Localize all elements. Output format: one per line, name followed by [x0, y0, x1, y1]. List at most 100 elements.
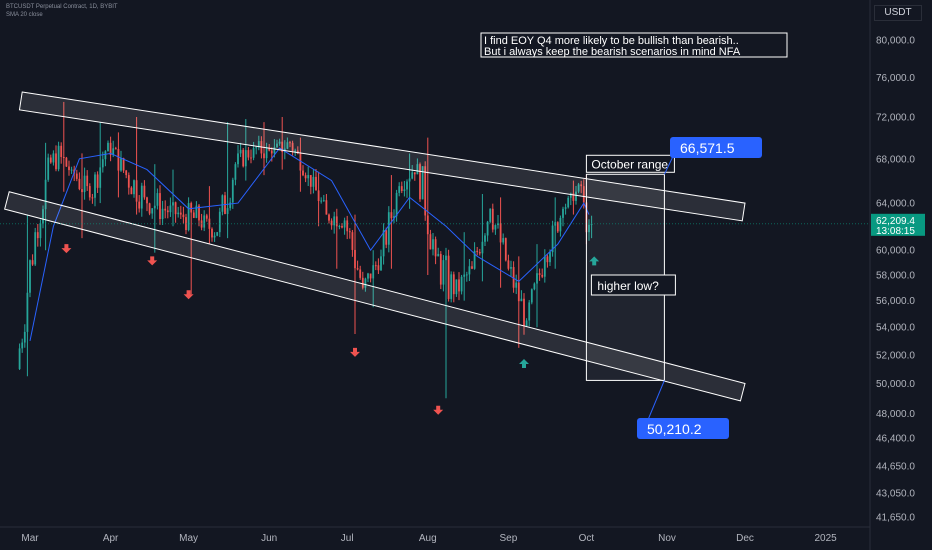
candle-body	[34, 232, 37, 265]
candle-body	[138, 201, 141, 209]
candle-body	[107, 142, 109, 152]
y-tick-label: 58,000.0	[876, 271, 915, 282]
candle-body	[343, 220, 346, 228]
candle-body	[465, 274, 468, 276]
candle-body	[192, 212, 195, 218]
commentary-line-2: But i always keep the bearish scenarios …	[484, 46, 741, 58]
candle-body	[380, 256, 382, 271]
candle-body	[335, 216, 338, 227]
candle-body	[91, 197, 94, 199]
candle-body	[315, 176, 317, 191]
candle-body	[502, 238, 505, 243]
y-tick-label: 68,000.0	[876, 154, 915, 165]
candle-body	[403, 189, 406, 191]
candle-body	[39, 223, 42, 239]
up-arrow-marker	[519, 359, 529, 369]
candle-body	[517, 282, 520, 302]
candle-body	[377, 265, 380, 271]
candle-body	[156, 193, 159, 206]
candle-body	[452, 274, 455, 295]
candle-body	[369, 273, 372, 279]
candle-body	[112, 148, 115, 156]
candle-body	[99, 167, 102, 188]
candle-body	[117, 149, 120, 171]
candle-body	[486, 221, 489, 236]
candle-body	[159, 193, 161, 220]
candle-body	[367, 273, 369, 279]
candle-body	[174, 202, 177, 215]
y-tick-label: 44,650.0	[876, 462, 915, 473]
candle-body	[525, 320, 528, 327]
chart-header[interactable]: BTCUSDT Perpetual Contract, 1D, BYBIT SM…	[6, 3, 118, 19]
candle-body	[549, 252, 551, 263]
lower-channel-band[interactable]	[4, 191, 746, 402]
candle-body	[294, 150, 297, 152]
candle-body	[101, 159, 104, 168]
candle-body	[18, 348, 21, 369]
candle-body	[130, 187, 133, 195]
candle-body	[432, 239, 434, 250]
candle-body	[437, 253, 440, 257]
candle-body	[198, 205, 200, 221]
candle-body	[569, 193, 572, 198]
candle-body	[556, 222, 559, 232]
candle-body	[286, 142, 289, 149]
range-top-callout-box[interactable]	[670, 137, 762, 158]
y-tick-label: 52,000.0	[876, 350, 915, 361]
candle-body	[226, 208, 229, 214]
candle-body	[562, 208, 564, 218]
candle-body	[86, 175, 89, 187]
candle-body	[330, 220, 333, 226]
candle-body	[429, 234, 432, 250]
x-tick-label: 2025	[814, 533, 837, 544]
candle-body	[195, 205, 198, 218]
candle-body	[57, 145, 60, 170]
candle-body	[62, 157, 65, 159]
last-price-tag[interactable]	[871, 213, 925, 236]
october-range-label: October range	[591, 157, 668, 171]
range-bottom-callout-box[interactable]	[637, 418, 729, 439]
x-tick-label: Oct	[579, 533, 595, 544]
candle-body	[133, 180, 135, 195]
y-tick-label: 64,000.0	[876, 199, 915, 210]
x-tick-label: May	[179, 533, 198, 544]
candle-body	[307, 175, 310, 179]
candle-body	[205, 215, 208, 219]
october-range-label-box	[585, 154, 675, 173]
candle-body	[289, 142, 291, 144]
candle-body	[237, 153, 239, 165]
candle-body	[385, 230, 388, 245]
upper-channel-band[interactable]	[18, 91, 746, 222]
candle-body	[491, 208, 494, 230]
candle-body	[393, 216, 395, 219]
x-tick-label: Dec	[736, 533, 754, 544]
candle-body	[78, 178, 81, 190]
candle-body	[231, 179, 234, 203]
candle-body	[29, 260, 31, 293]
x-tick-label: Aug	[419, 533, 437, 544]
down-arrow-marker	[350, 347, 360, 357]
candle-body	[257, 141, 260, 148]
candle-body	[127, 175, 130, 188]
indicator-legend: SMA 20 close	[6, 12, 43, 18]
candle-body	[434, 239, 437, 257]
candle-body	[489, 208, 492, 222]
candle-body	[65, 157, 68, 167]
candle-body	[302, 170, 304, 176]
candles	[18, 101, 593, 399]
candle-body	[203, 215, 206, 228]
candle-body	[416, 164, 419, 175]
candle-body	[94, 174, 96, 198]
candle-body	[424, 166, 427, 216]
candle-body	[88, 186, 91, 198]
candle-body	[463, 274, 466, 277]
currency-label[interactable]: USDT	[874, 5, 922, 21]
candle-body	[247, 150, 250, 158]
candle-body	[49, 157, 52, 163]
candle-body	[273, 147, 276, 154]
candle-body	[328, 214, 330, 221]
candle-body	[234, 164, 237, 180]
y-tick-label: 80,000.0	[876, 36, 915, 47]
